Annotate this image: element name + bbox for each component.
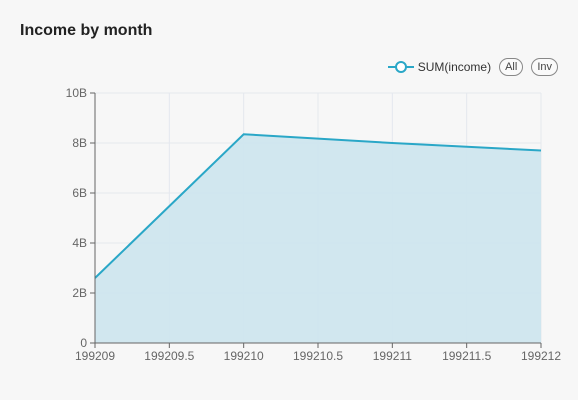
x-tick-label: 199210 xyxy=(224,349,264,363)
legend-item-sum-income[interactable]: SUM(income) xyxy=(387,60,492,74)
legend: SUM(income) All Inv xyxy=(387,58,558,76)
chart-title: Income by month xyxy=(20,22,153,39)
legend-inv-button[interactable]: Inv xyxy=(531,58,558,76)
x-tick-label: 199209.5 xyxy=(144,349,194,363)
y-tick-label: 10B xyxy=(66,86,87,100)
legend-line-marker-icon xyxy=(387,61,414,73)
legend-all-button[interactable]: All xyxy=(499,58,524,76)
x-tick-label: 199210.5 xyxy=(293,349,343,363)
x-tick-label: 199211.5 xyxy=(442,349,491,363)
series-line xyxy=(94,133,542,279)
y-tick-label: 2B xyxy=(72,286,87,300)
series-area xyxy=(95,134,541,343)
x-tick-label: 199212 xyxy=(521,349,561,363)
y-tick-label: 4B xyxy=(72,236,87,250)
legend-series-label: SUM(income) xyxy=(417,60,492,74)
y-tick-label: 6B xyxy=(72,186,87,200)
x-tick-label: 199209 xyxy=(75,349,115,363)
y-tick-label: 8B xyxy=(72,136,87,150)
y-tick-label: 0 xyxy=(80,336,87,350)
x-tick-label: 199211 xyxy=(373,349,412,363)
